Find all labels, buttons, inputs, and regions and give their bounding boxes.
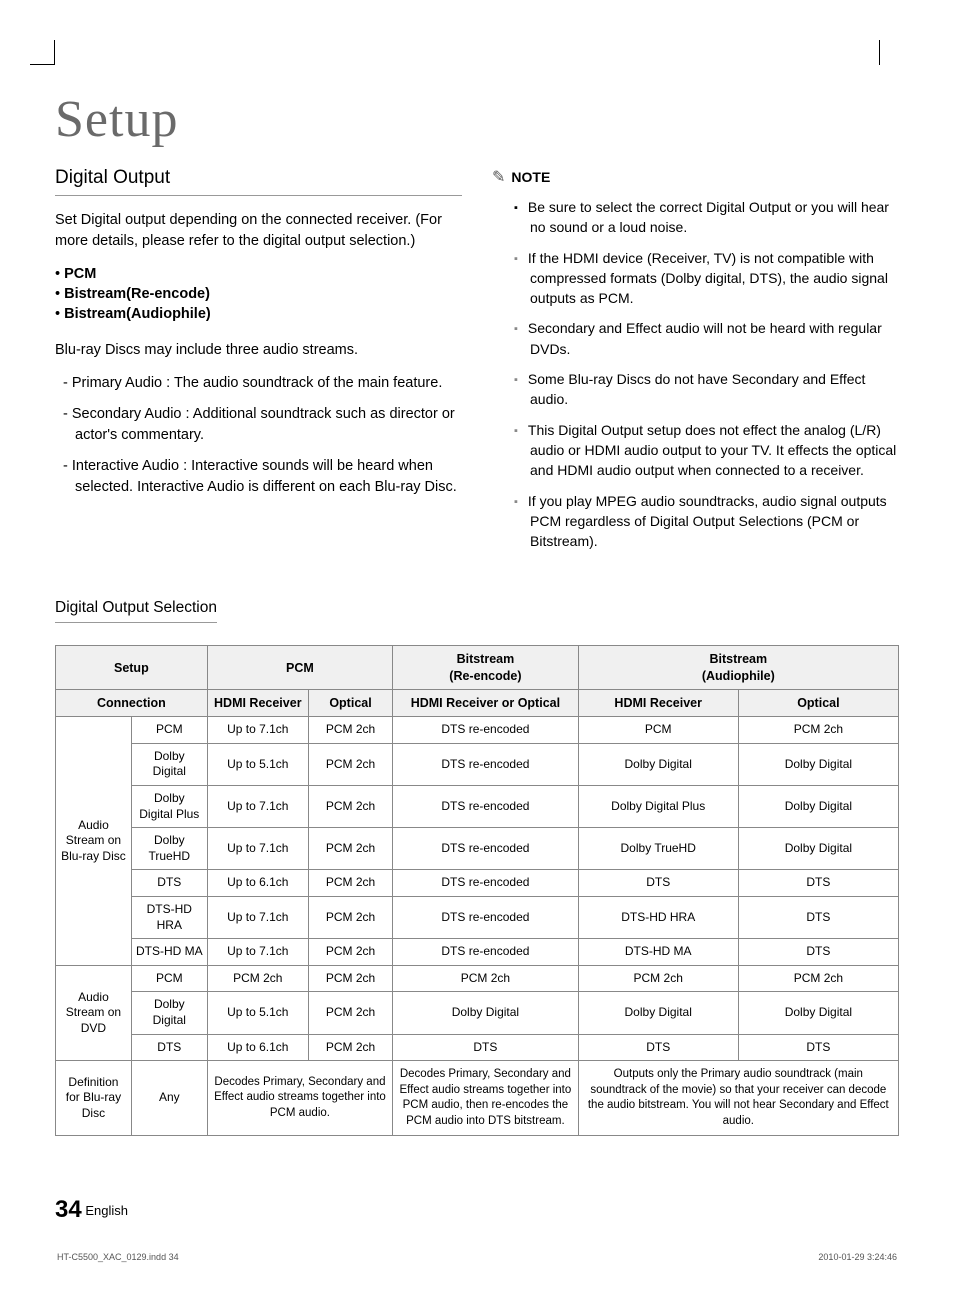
stream-interactive: Interactive Audio : Interactive sounds w…: [63, 456, 462, 498]
streams-list: Primary Audio : The audio soundtrack of …: [55, 373, 462, 498]
print-timestamp: 2010-01-29 3:24:46: [818, 1252, 897, 1262]
right-column: ✎ NOTE Be sure to select the correct Dig…: [492, 167, 899, 561]
note-1: Be sure to select the correct Digital Ou…: [514, 197, 899, 238]
page: Setup Digital Output Set Digital output …: [0, 0, 954, 1287]
two-column-region: Digital Output Set Digital output depend…: [55, 167, 899, 561]
print-info-line: HT-C5500_XAC_0129.indd 34 2010-01-29 3:2…: [55, 1252, 899, 1262]
stream-secondary: Secondary Audio : Additional soundtrack …: [63, 404, 462, 446]
options-list: PCM Bistream(Re-encode) Bistream(Audioph…: [55, 264, 462, 324]
note-2: If the HDMI device (Receiver, TV) is not…: [514, 248, 899, 309]
print-file: HT-C5500_XAC_0129.indd 34: [57, 1252, 179, 1262]
page-number: 34: [55, 1196, 82, 1223]
chapter-title: Setup: [55, 90, 899, 149]
note-header: ✎ NOTE: [492, 167, 899, 187]
note-6: If you play MPEG audio soundtracks, audi…: [514, 491, 899, 552]
intro-text: Set Digital output depending on the conn…: [55, 210, 462, 252]
page-language: English: [85, 1203, 128, 1218]
crop-mark-tr: [879, 40, 904, 65]
page-footer: 34 English: [55, 1196, 899, 1224]
option-bitstream-reencode: Bistream(Re-encode): [55, 284, 462, 304]
streams-intro: Blu-ray Discs may include three audio st…: [55, 340, 462, 361]
note-4: Some Blu-ray Discs do not have Secondary…: [514, 369, 899, 410]
note-5: This Digital Output setup does not effec…: [514, 420, 899, 481]
note-list: Be sure to select the correct Digital Ou…: [492, 197, 899, 551]
note-3: Secondary and Effect audio will not be h…: [514, 318, 899, 359]
selection-table: SetupPCMBitstream(Re-encode)Bitstream(Au…: [55, 645, 899, 1136]
crop-mark-tl: [30, 40, 55, 65]
option-pcm: PCM: [55, 264, 462, 284]
table-section: Digital Output Selection SetupPCMBitstre…: [55, 561, 899, 1136]
section-heading-digital-output: Digital Output: [55, 167, 462, 196]
left-column: Digital Output Set Digital output depend…: [55, 167, 462, 561]
option-bitstream-audiophile: Bistream(Audiophile): [55, 304, 462, 324]
note-label: NOTE: [511, 169, 550, 185]
table-heading: Digital Output Selection: [55, 599, 217, 623]
note-icon: ✎: [492, 167, 505, 187]
stream-primary: Primary Audio : The audio soundtrack of …: [63, 373, 462, 394]
